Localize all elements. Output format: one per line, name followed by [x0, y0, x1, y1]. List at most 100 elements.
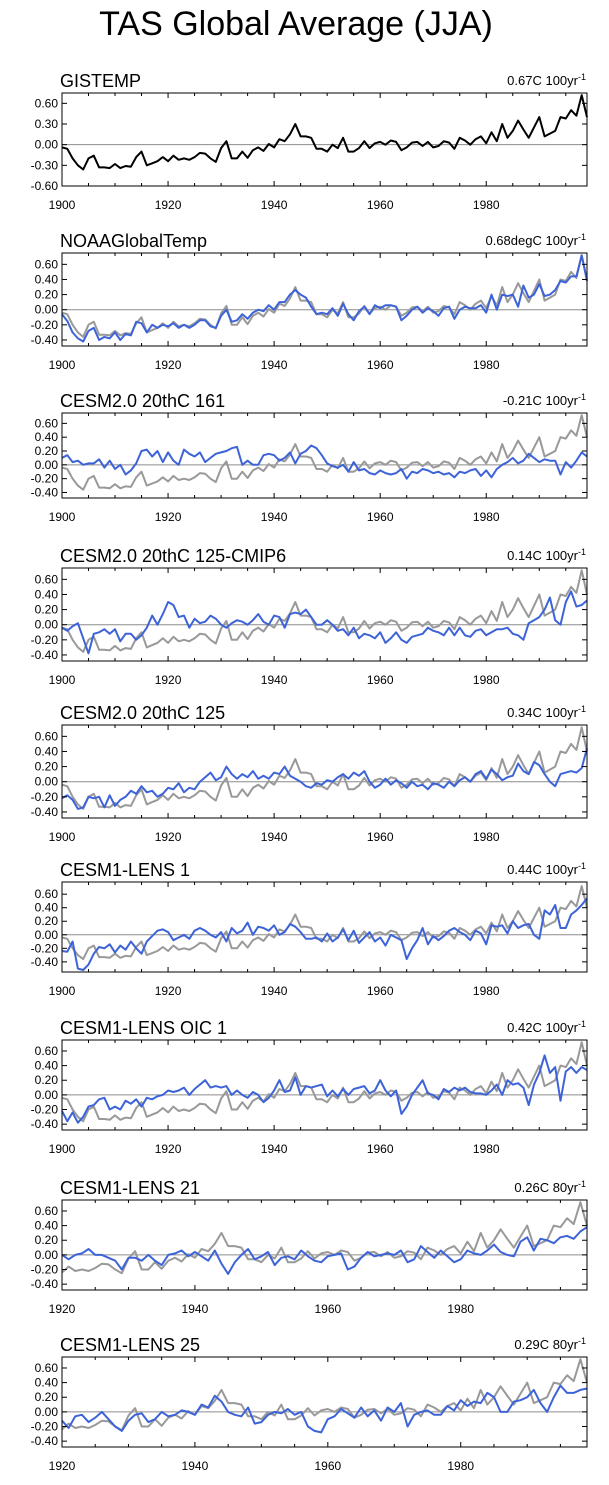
trend-exponent: -1: [578, 1019, 586, 1029]
panel-title: CESM1-LENS OIC 1: [60, 1018, 227, 1038]
chart-panel: CESM2.0 20thC 125-CMIP6 0.14C 100yr-1 0.60…: [31, 546, 588, 687]
trend-exponent: -1: [578, 1336, 586, 1346]
series-line-reference: [61, 1358, 588, 1432]
series-line-reference: [61, 414, 588, 491]
trend-value: 0.26C 80yr: [514, 1180, 578, 1195]
x-tick-label: 1940: [261, 510, 288, 524]
x-tick-label: 1980: [473, 510, 500, 524]
panel-title: CESM1-LENS 25: [60, 1335, 200, 1355]
x-tick-label: 1920: [155, 358, 182, 372]
y-tick-label: 0.60: [35, 1204, 59, 1218]
y-tick-label: 0.00: [35, 1248, 59, 1262]
trend-exponent: -1: [578, 1179, 586, 1189]
x-tick-label: 1940: [182, 1459, 209, 1473]
x-tick-label: 1960: [367, 673, 394, 687]
plot-frame: [61, 567, 588, 662]
x-tick-label: 1920: [155, 510, 182, 524]
x-tick-label: 1900: [49, 358, 76, 372]
x-tick-label: 1900: [49, 198, 76, 212]
trend-value: 0.68degC 100yr: [485, 233, 578, 248]
x-tick-label: 1960: [367, 198, 394, 212]
x-tick-label: 1980: [473, 830, 500, 844]
y-tick-label: 0.40: [35, 587, 59, 601]
y-tick-label: 0.20: [35, 603, 59, 617]
series-line-reference: [61, 1041, 588, 1123]
x-tick-label: 1960: [367, 984, 394, 998]
x-tick-label: 1940: [261, 984, 288, 998]
y-tick-label: -0.40: [31, 1117, 59, 1131]
plot-frame: [61, 252, 588, 347]
plot-frame: [61, 412, 588, 499]
panel-title: CESM2.0 20thC 161: [60, 391, 225, 411]
y-tick-label: 0.60: [35, 1044, 59, 1058]
series-line-reference: [61, 254, 588, 338]
x-tick-label: 1980: [447, 1459, 474, 1473]
x-tick-label: 1920: [155, 1142, 182, 1156]
x-tick-label: 1900: [49, 510, 76, 524]
series-line-reference: [61, 885, 588, 961]
y-tick-label: -0.20: [31, 790, 59, 804]
y-tick-label: 0.00: [35, 775, 59, 789]
trend-label: 0.67C 100yr-1: [507, 72, 586, 88]
x-tick-label: 1960: [314, 1459, 341, 1473]
y-tick-label: -0.60: [31, 179, 59, 193]
x-tick-label: 1900: [49, 673, 76, 687]
x-tick-label: 1920: [155, 198, 182, 212]
series-line-observed: [61, 94, 588, 171]
y-tick-label: 0.40: [35, 744, 59, 758]
y-tick-label: 0.40: [35, 901, 59, 915]
x-tick-label: 1980: [447, 1302, 474, 1316]
chart-panel: CESM2.0 20thC 125 0.34C 100yr-1 0.600.40 0.…: [31, 703, 588, 844]
series-line-model: [61, 1054, 588, 1124]
x-tick-label: 1980: [473, 984, 500, 998]
trend-label: 0.26C 80yr-1: [514, 1179, 586, 1195]
x-tick-label: 1940: [182, 1302, 209, 1316]
y-tick-label: 0.40: [35, 1059, 59, 1073]
trend-label: 0.68degC 100yr-1: [485, 232, 586, 248]
trend-value: 0.67C 100yr: [507, 73, 578, 88]
y-tick-label: 0.20: [35, 1233, 59, 1247]
series-line-reference: [61, 726, 588, 810]
y-tick-label: -0.20: [31, 1103, 59, 1117]
y-tick-label: -0.20: [31, 1263, 59, 1277]
trend-exponent: -1: [578, 72, 586, 82]
y-tick-label: 0.40: [35, 272, 59, 286]
trend-exponent: -1: [578, 704, 586, 714]
x-tick-label: 1920: [155, 984, 182, 998]
x-tick-label: 1960: [367, 830, 394, 844]
y-tick-label: -0.40: [31, 1277, 59, 1291]
x-tick-label: 1980: [473, 198, 500, 212]
series-line-model: [61, 444, 588, 480]
y-tick-label: 0.60: [35, 96, 59, 110]
y-tick-label: 0.20: [35, 1073, 59, 1087]
trend-value: 0.29C 80yr: [514, 1337, 578, 1352]
y-tick-label: 0.60: [35, 887, 59, 901]
trend-label: 0.42C 100yr-1: [507, 1019, 586, 1035]
trend-label: 0.14C 100yr-1: [507, 547, 586, 563]
y-tick-label: 0.20: [35, 1390, 59, 1404]
series-line-model: [61, 254, 588, 343]
x-tick-label: 1900: [49, 1142, 76, 1156]
chart-panel: CESM1-LENS OIC 1 0.42C 100yr-1 0.600.400.2…: [31, 1018, 588, 1156]
chart-panel: CESM2.0 20thC 161 -0.21C 100yr-10.600.400…: [31, 391, 588, 524]
y-tick-label: 0.20: [35, 288, 59, 302]
panel-title: GISTEMP: [60, 71, 141, 91]
x-tick-label: 1940: [261, 358, 288, 372]
y-tick-label: -0.40: [31, 648, 59, 662]
x-tick-label: 1940: [261, 1142, 288, 1156]
y-tick-label: -0.40: [31, 805, 59, 819]
y-tick-label: -0.20: [31, 472, 59, 486]
x-tick-label: 1960: [367, 358, 394, 372]
x-tick-label: 1900: [49, 984, 76, 998]
x-tick-label: 1920: [49, 1459, 76, 1473]
panel-title: CESM2.0 20thC 125: [60, 703, 225, 723]
y-tick-label: 0.00: [35, 303, 59, 317]
y-tick-label: -0.20: [31, 1420, 59, 1434]
plot-frame: [61, 724, 588, 819]
y-tick-label: 0.00: [35, 928, 59, 942]
y-tick-label: 0.60: [35, 416, 59, 430]
trend-label: -0.21C 100yr-1: [503, 392, 586, 408]
y-tick-label: -0.30: [31, 158, 59, 172]
plot-frame: [61, 881, 588, 973]
chart-panel: CESM1-LENS 25 0.29C 80yr-1 0.600.400.200.0…: [31, 1335, 588, 1473]
